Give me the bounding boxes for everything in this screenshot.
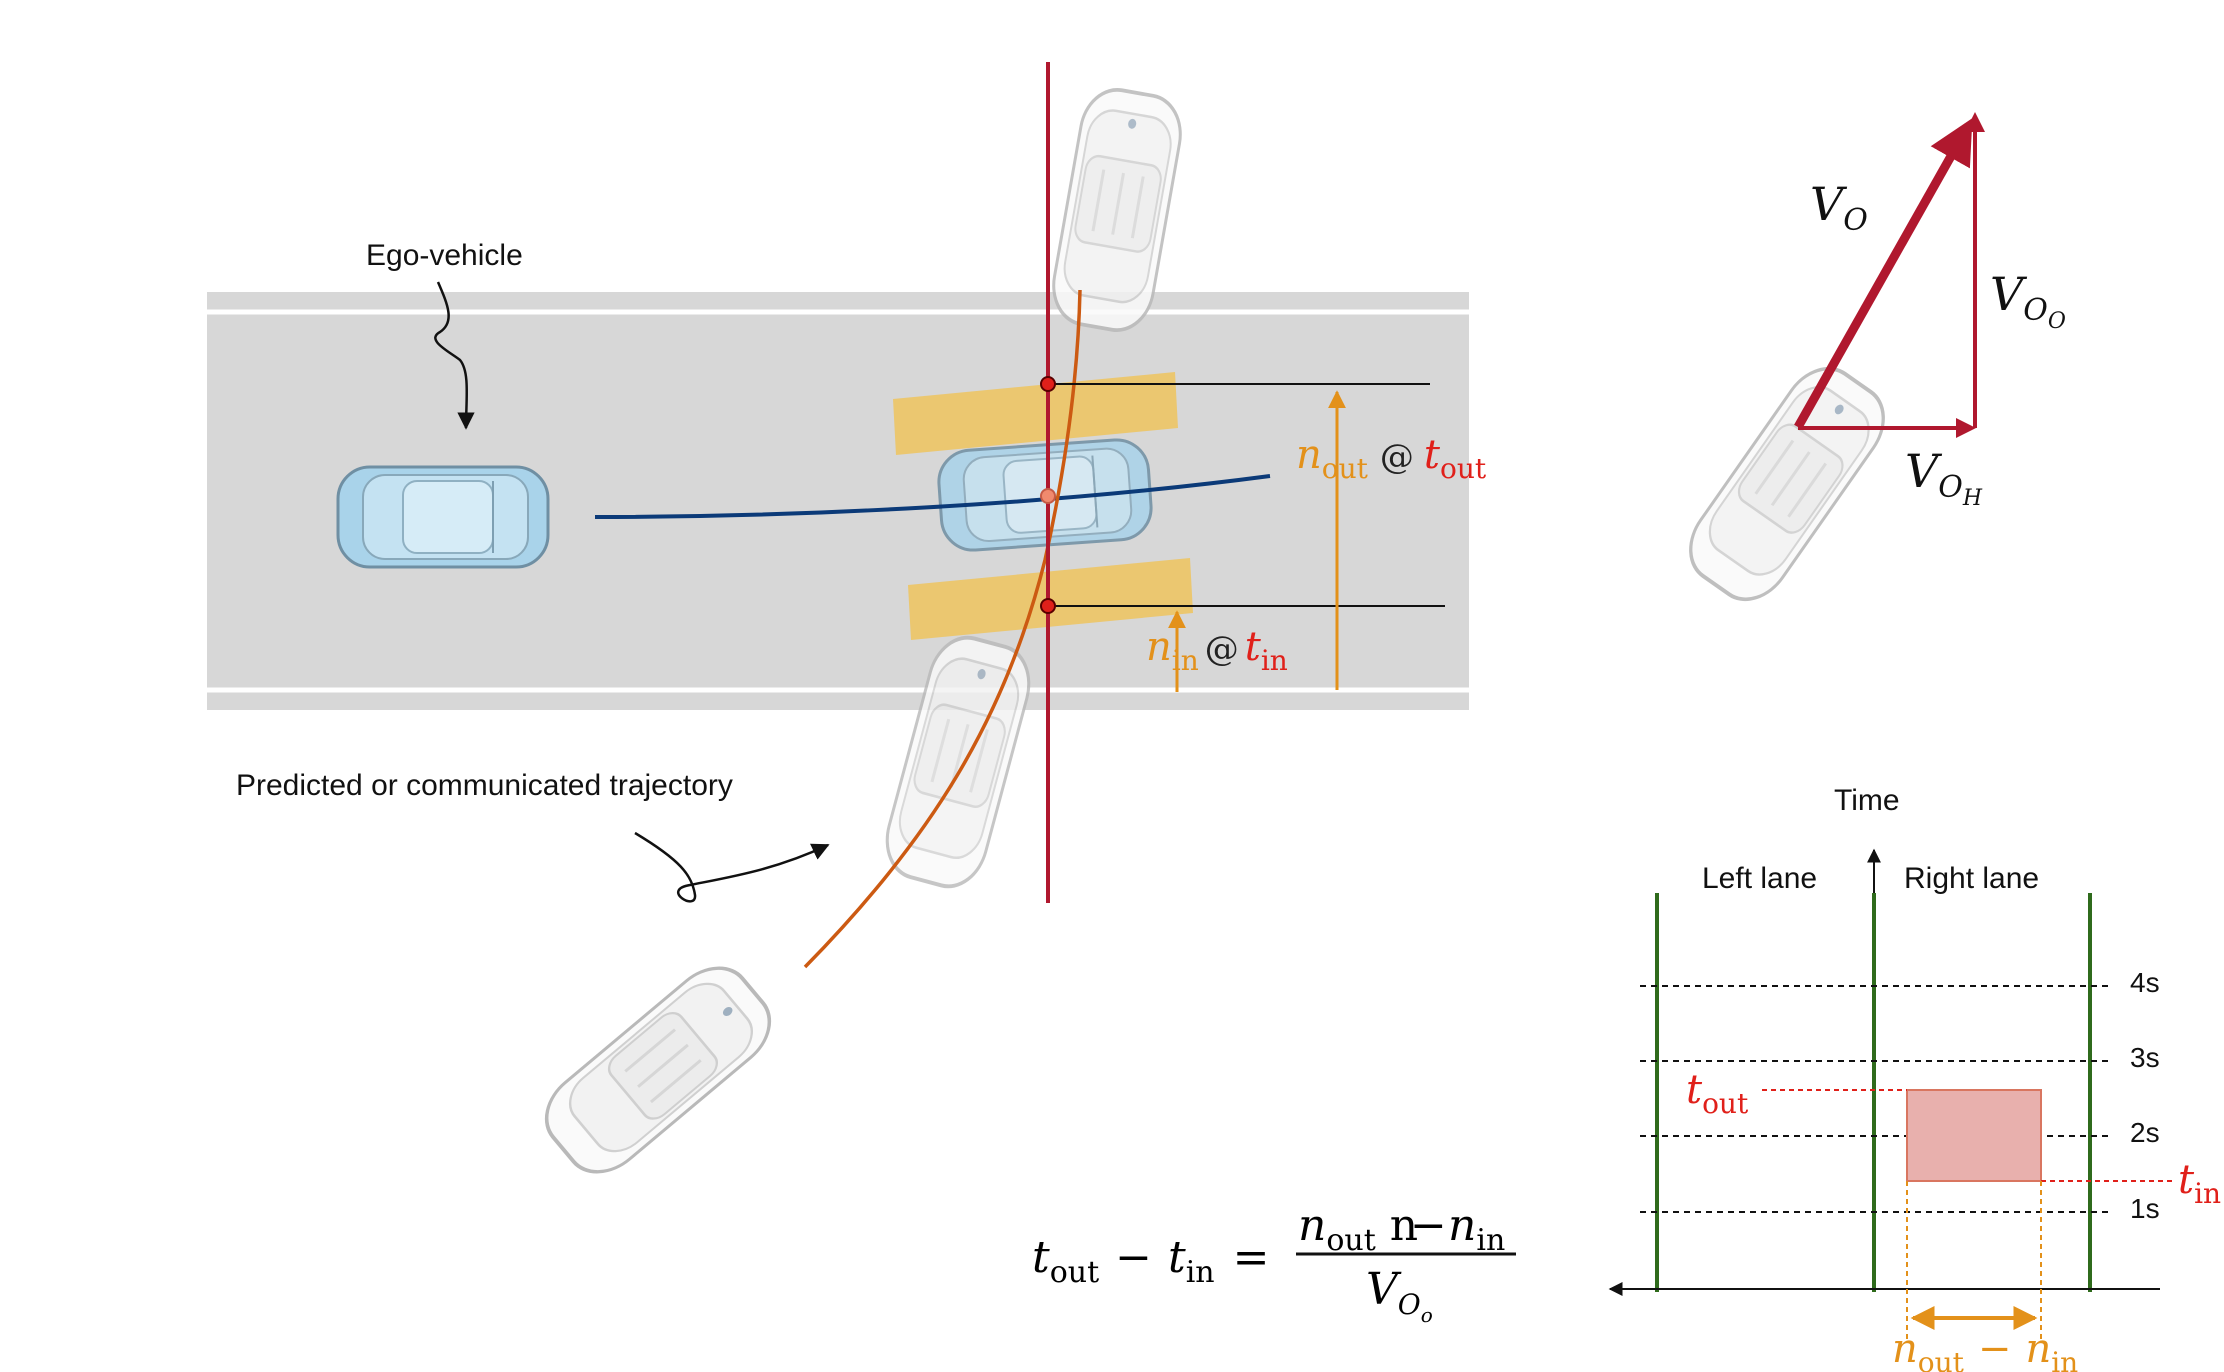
n-in-at-t-in-label: nin @ tin	[1146, 624, 1288, 677]
other-trajectory	[803, 289, 1082, 969]
tick-label-3s: 3s	[2130, 1042, 2160, 1073]
svg-text:tout−tin=: tout − tin =	[1032, 1232, 1270, 1290]
crossing-time-equation: tout − tin = nout n − nin VOo	[1032, 1200, 1516, 1327]
timeline-t-out-label: tout	[1686, 1067, 1749, 1120]
ego-vehicle-label: Ego-vehicle	[366, 239, 523, 272]
velocity-vertical-label: VOO	[1990, 267, 2066, 334]
occupancy-window	[1906, 1089, 2042, 1182]
right-lane-label: Right lane	[1904, 862, 2039, 895]
svg-text:nin: nin	[1448, 1200, 1505, 1258]
svg-text:VOo: VOo	[1366, 1264, 1433, 1327]
center-point	[1040, 488, 1056, 504]
lateral-span-label: nout − nin	[1892, 1326, 2078, 1372]
velocity-vector	[1794, 118, 1973, 430]
n-out-at-t-out-label: nout @ tout	[1296, 432, 1487, 485]
velocity-horizontal-label: VOH	[1905, 444, 1983, 511]
exit-point	[1040, 376, 1056, 392]
velocity-decomposition: VO VOO VOH	[1673, 112, 2066, 616]
lane-time-diagram: Time Left lane Right lane 4s 3s 2s 1s to…	[1608, 784, 2221, 1372]
ego-trajectory	[594, 474, 1271, 519]
velocity-vehicle	[1673, 352, 1901, 616]
other-vehicle-start	[529, 950, 787, 1190]
svg-text:−: −	[1410, 1200, 1447, 1251]
left-lane-label: Left lane	[1702, 862, 1817, 895]
timeline-t-in-label: tin	[2178, 1157, 2221, 1210]
tick-label-4s: 4s	[2130, 967, 2160, 998]
ego-vehicle-start	[336, 465, 550, 569]
entry-point	[1040, 598, 1056, 614]
trajectory-label: Predicted or communicated trajectory	[236, 769, 733, 802]
tick-label-1s: 1s	[2130, 1193, 2160, 1224]
trajectory-callout	[634, 831, 830, 903]
time-axis-title: Time	[1834, 784, 1900, 817]
tick-label-2s: 2s	[2130, 1117, 2160, 1148]
ego-vehicle-callout	[434, 281, 475, 430]
velocity-label: VO	[1810, 177, 1868, 238]
